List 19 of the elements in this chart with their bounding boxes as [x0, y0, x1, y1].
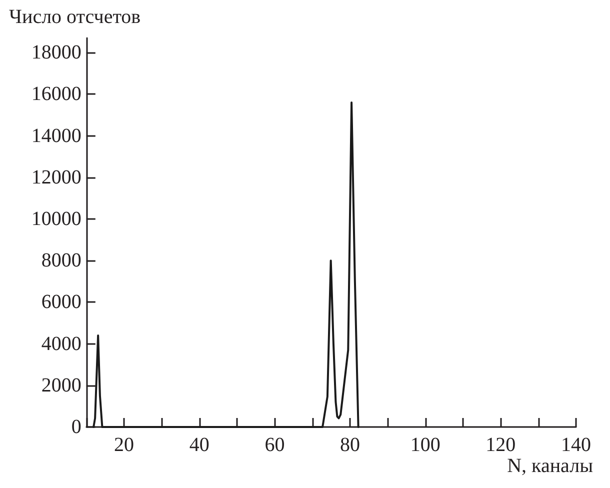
- y-tick-label: 18000: [31, 42, 82, 64]
- y-tick-label: 6000: [41, 291, 82, 314]
- y-tick-label: 16000: [31, 83, 82, 106]
- x-axis-title: N, каналы: [507, 455, 594, 477]
- y-tick-label: 0: [71, 416, 82, 438]
- x-tick-label: 40: [189, 434, 210, 456]
- y-tick-label: 8000: [41, 250, 82, 272]
- y-tick-label: 4000: [41, 332, 82, 355]
- x-tick-label: 60: [264, 434, 285, 456]
- y-tick-label: 2000: [41, 374, 82, 396]
- x-tick-label: 80: [340, 434, 360, 456]
- y-axis-title: Число отсчетов: [9, 6, 141, 28]
- x-tick-label: 20: [114, 434, 134, 456]
- y-tick-label: 10000: [31, 208, 82, 230]
- x-tick-label: 120: [486, 434, 516, 456]
- y-tick-label: 14000: [31, 124, 82, 147]
- y-tick-label: 12000: [31, 166, 82, 188]
- x-tick-label: 140: [561, 434, 591, 456]
- x-tick-label: 100: [410, 434, 440, 456]
